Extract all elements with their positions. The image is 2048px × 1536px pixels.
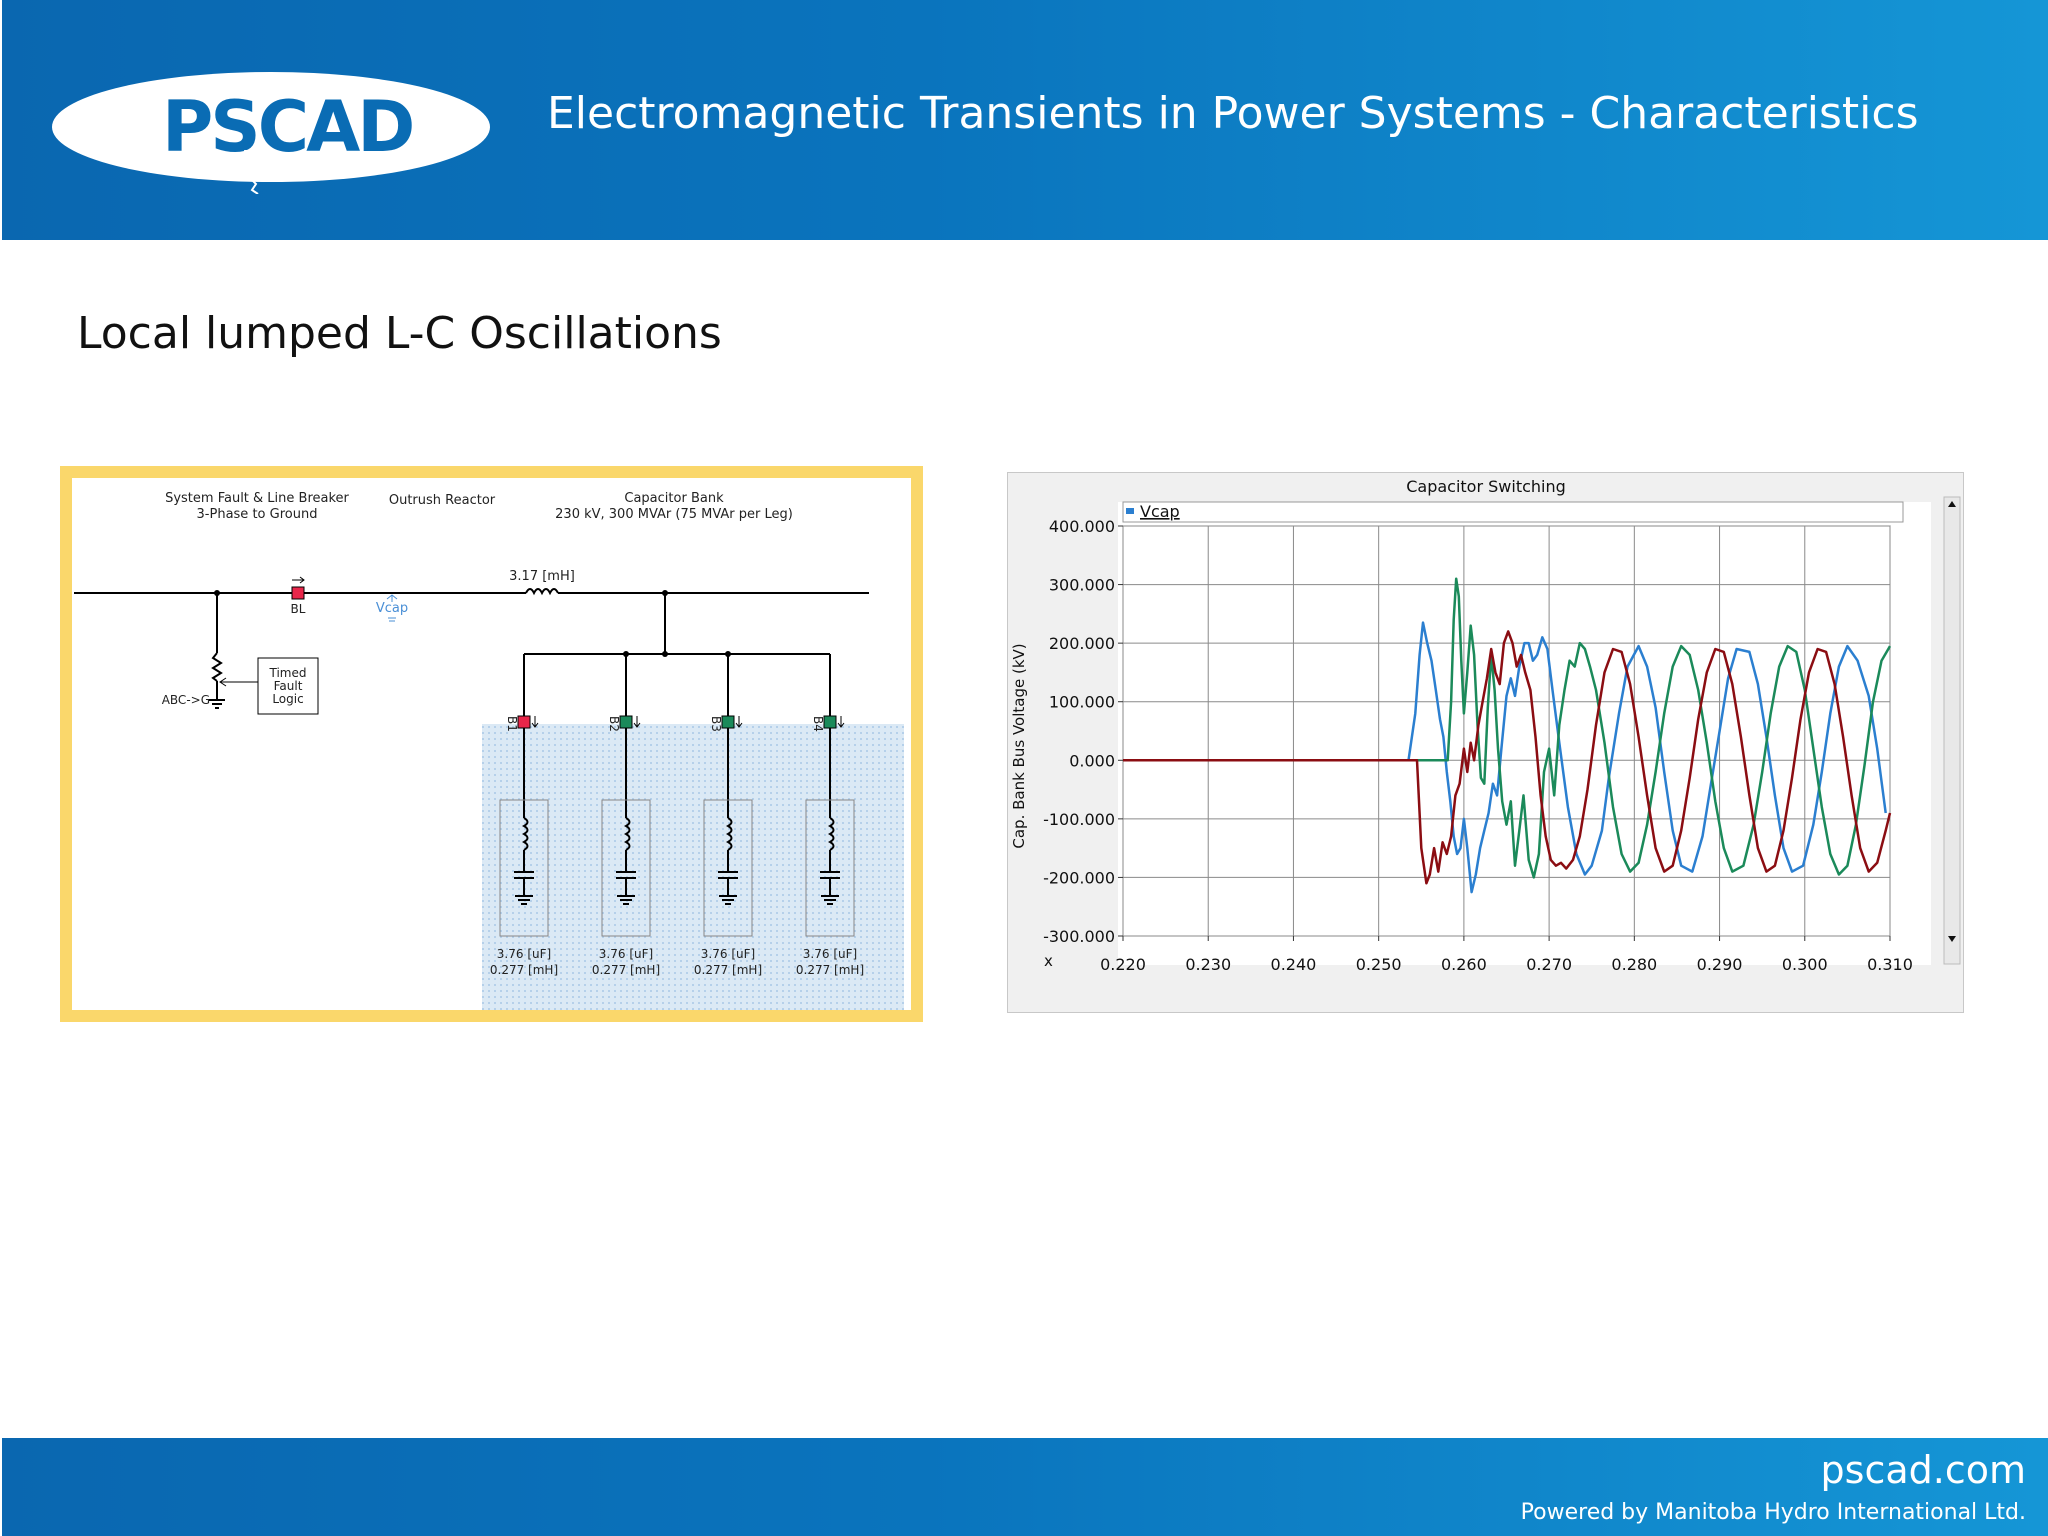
branch-capacitance-label: 3.76 [uF] <box>803 947 857 961</box>
branch-capacitance-label: 3.76 [uF] <box>497 947 551 961</box>
y-tick-label: 200.000 <box>1049 634 1115 653</box>
y-tick-label: 0.000 <box>1069 751 1115 770</box>
branch-enclosure <box>499 799 549 937</box>
scroll-down-icon[interactable] <box>1948 936 1956 942</box>
branch-breaker-label: B4 <box>811 716 825 732</box>
x-tick-labels: 0.220 0.230 0.240 0.250 0.260 0.270 0.280 0.290… <box>1100 936 1913 974</box>
branch-capacitance-label: 3.76 [uF] <box>599 947 653 961</box>
timed-fault-logic-block[interactable] <box>257 657 319 715</box>
header-banner: PSCAD Electromagnetic Transients in Powe… <box>2 0 2048 240</box>
chart-panel: Capacitor Switching Vcap 400.000 300.000 2… <box>1007 472 1964 1013</box>
x-tick-label: 0.290 <box>1697 955 1743 974</box>
breaker-arrow-icon <box>531 716 539 728</box>
breaker-bl[interactable] <box>291 586 305 600</box>
y-tick-label: 400.000 <box>1049 517 1115 536</box>
fault-label-line1: System Fault & Line Breaker <box>165 491 349 506</box>
series-line <box>1123 630 1892 885</box>
y-axis-label: Cap. Bank Bus Voltage (kV) <box>1010 643 1028 848</box>
capbank-label-line1: Capacitor Bank <box>624 491 724 506</box>
vcap-meter-icon <box>386 594 398 622</box>
fault-label-line2: 3-Phase to Ground <box>197 507 318 522</box>
capacitor-bank-region <box>482 724 904 1010</box>
branch-inductor <box>623 817 631 851</box>
capacitor-branch: B2 3.76 [uF] 0.277 [mH] <box>592 654 660 977</box>
x-axis-label: x <box>1044 952 1053 970</box>
footer-url-link[interactable]: pscad.com <box>1820 1448 2026 1492</box>
chart-title: Capacitor Switching <box>1406 477 1566 496</box>
x-tick-label: 0.300 <box>1782 955 1828 974</box>
logic-line1: Timed <box>269 666 307 680</box>
circuit-diagram: System Fault & Line Breaker 3-Phase to G… <box>74 491 904 1010</box>
x-tick-label: 0.230 <box>1185 955 1231 974</box>
pscad-logo: PSCAD <box>162 86 415 168</box>
scroll-up-icon[interactable] <box>1948 501 1956 507</box>
logic-line3: Logic <box>272 692 303 706</box>
reactor-value: 3.17 [mH] <box>509 569 575 584</box>
y-tick-label: -200.000 <box>1043 868 1115 887</box>
footer-powered-by: Powered by Manitoba Hydro International … <box>1520 1500 2026 1525</box>
plot-background <box>1118 502 1931 965</box>
capacitor-branch: B1 3.76 [uF] 0.277 [mH] <box>490 654 558 977</box>
branch-inductor <box>521 817 529 851</box>
branch-inductor <box>827 817 835 851</box>
vertical-scrollbar[interactable] <box>1943 496 1961 965</box>
branch-breaker-label: B3 <box>709 716 723 732</box>
fault-resistor <box>211 652 223 682</box>
y-tick-label: -100.000 <box>1043 810 1115 829</box>
schematic-canvas: System Fault & Line Breaker 3-Phase to G… <box>72 478 911 1010</box>
y-tick-label: -300.000 <box>1043 927 1115 946</box>
outrush-reactor-inductor <box>525 588 559 596</box>
y-tick-labels: 400.000 300.000 200.000 100.000 0.000 -100.00… <box>1043 517 1123 946</box>
branch-inductance-label: 0.277 [mH] <box>796 963 864 977</box>
x-tick-label: 0.260 <box>1441 955 1487 974</box>
branch-enclosure <box>703 799 753 937</box>
logo-background <box>52 72 490 182</box>
slide-title: Local lumped L-C Oscillations <box>77 308 722 359</box>
branch-breaker-label: B2 <box>607 716 621 732</box>
footer-banner: pscad.com Powered by Manitoba Hydro Inte… <box>2 1438 2048 1536</box>
branch-inductance-label: 0.277 [mH] <box>694 963 762 977</box>
branch-inductor <box>725 817 733 851</box>
x-tick-label: 0.310 <box>1867 955 1913 974</box>
y-tick-label: 300.000 <box>1049 576 1115 595</box>
capacitor-branch: B4 3.76 [uF] 0.277 [mH] <box>796 654 864 977</box>
branch-inductance-label: 0.277 [mH] <box>490 963 558 977</box>
capacitor-branches: B1 3.76 [uF] 0.277 [mH] B2 3.76 [uF] 0.277 [m… <box>490 654 864 977</box>
branch-inductance-label: 0.277 [mH] <box>592 963 660 977</box>
breaker-arrow-icon <box>735 716 743 728</box>
capbank-label-line2: 230 kV, 300 MVAr (75 MVAr per Leg) <box>555 507 793 522</box>
x-tick-label: 0.240 <box>1271 955 1317 974</box>
header-title: Electromagnetic Transients in Power Syst… <box>547 88 1919 139</box>
y-tick-label: 100.000 <box>1049 693 1115 712</box>
branch-capacitance-label: 3.76 [uF] <box>701 947 755 961</box>
logic-arrow-icon <box>219 677 227 687</box>
logo-cursor-icon <box>244 150 266 194</box>
branch-enclosure <box>601 799 651 937</box>
branch-enclosure <box>805 799 855 937</box>
x-tick-label: 0.220 <box>1100 955 1146 974</box>
series-line <box>1123 621 1887 894</box>
breaker-arrow-icon <box>837 716 845 728</box>
legend-bar <box>1122 501 1904 523</box>
breaker-arrow-icon <box>292 576 305 584</box>
chart-series <box>1123 577 1892 894</box>
reactor-label: Outrush Reactor <box>389 493 496 508</box>
x-tick-label: 0.280 <box>1611 955 1657 974</box>
logic-line2: Fault <box>274 679 303 693</box>
capacitor-branch: B3 3.76 [uF] 0.277 [mH] <box>694 654 762 977</box>
fault-type-label: ABC->G <box>162 693 210 707</box>
capbank-busbar-node <box>662 651 668 657</box>
legend-entry-vcap[interactable]: Vcap <box>1140 502 1180 521</box>
schematic-frame: System Fault & Line Breaker 3-Phase to G… <box>60 466 923 1022</box>
capacitor-switching-chart: Capacitor Switching Vcap 400.000 300.000 2… <box>1010 477 1961 974</box>
legend-swatch <box>1126 508 1134 514</box>
branch-breaker-label: B1 <box>505 716 519 732</box>
x-tick-label: 0.270 <box>1526 955 1572 974</box>
x-tick-label: 0.250 <box>1356 955 1402 974</box>
breaker-arrow-icon <box>633 716 641 728</box>
breaker-bl-label: BL <box>291 602 306 616</box>
vcap-meter-label: Vcap <box>376 601 408 616</box>
